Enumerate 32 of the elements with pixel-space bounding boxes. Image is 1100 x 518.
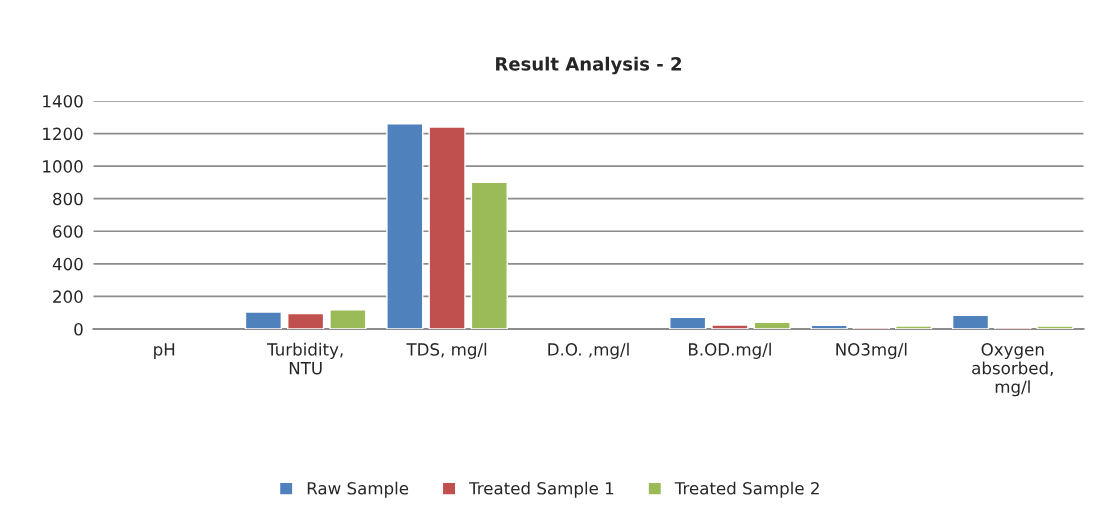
x-tick-label: Turbidity, NTU [267,342,343,375]
bar [711,324,749,329]
chart-title: Result Analysis - 2 [496,56,681,75]
bar [753,321,791,329]
bar [894,325,933,329]
x-tick-label: pH [154,343,175,359]
x-tick-label: NO3mg/l [836,342,907,359]
legend-label: Treated Sample 1 [468,481,614,498]
y-tick-label: 400 [52,257,83,271]
bar [1036,325,1074,329]
bar [428,126,466,329]
y-tick-label: 1400 [43,94,83,108]
bar [470,181,508,329]
bar [951,314,990,329]
bar [669,316,707,329]
legend-label: Raw Sample [307,481,409,498]
bar [386,123,424,329]
y-tick-label: 200 [53,290,83,303]
bar [244,311,283,329]
y-tick-label: 1200 [43,127,83,141]
x-tick-label: Oxygen absorbed, mg/l [972,343,1053,397]
bar [287,312,325,329]
bar [810,324,848,329]
x-tick-label: TDS, mg/l [406,342,487,359]
y-tick-label: 800 [53,192,83,206]
x-tick-label: B.OD.mg/l [689,342,771,359]
bar [329,309,367,329]
y-tick-label: 0 [74,322,83,336]
legend-label: Treated Sample 2 [674,481,819,498]
y-tick-label: 1000 [43,160,83,173]
x-tick-label: D.O. ,mg/l [548,342,629,359]
y-tick-label: 600 [53,225,83,238]
